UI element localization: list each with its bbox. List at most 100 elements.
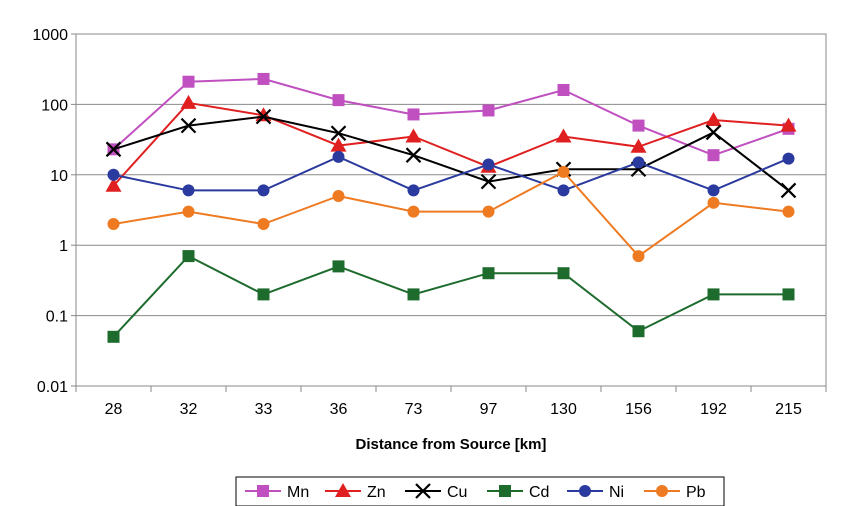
data-point-pb (107, 218, 120, 231)
x-tick-label: 130 (550, 401, 577, 418)
x-axis-labels: 28 32 33 36 73 97 130 156 192 215 (105, 401, 802, 418)
legend-label-cu: Cu (447, 484, 467, 501)
data-point-cd (407, 288, 420, 301)
legend-item-zn: Zn (325, 483, 386, 501)
data-point-ni (182, 184, 195, 197)
data-point-cu (180, 117, 197, 134)
data-point-ni (707, 184, 720, 197)
data-point-cd (782, 288, 795, 301)
x-tick-label: 32 (180, 401, 198, 418)
marker-stroke (705, 124, 722, 141)
legend-label-mn: Mn (287, 484, 309, 501)
data-point-zn (705, 112, 722, 127)
data-point-mn (632, 119, 645, 132)
data-point-mn (257, 72, 270, 85)
data-point-cd (332, 260, 345, 273)
legend-label-zn: Zn (367, 484, 386, 501)
data-point-pb (332, 189, 345, 202)
x-tick-label: 192 (700, 401, 727, 418)
data-point-cd (257, 288, 270, 301)
data-point-ni (557, 184, 570, 197)
data-point-zn (330, 137, 347, 152)
series-line-mn (112, 77, 789, 157)
legend-box (235, 476, 725, 506)
data-point-pb (707, 196, 720, 209)
data-point-zn (105, 177, 122, 192)
series-line-cu (113, 115, 790, 192)
data-point-mn (182, 75, 195, 88)
series-line-cd (112, 254, 789, 338)
marker-stroke (415, 483, 431, 499)
data-point-cd (482, 267, 495, 280)
data-point-pb (782, 205, 795, 218)
series-mn (107, 72, 795, 162)
legend-item-ni: Ni (567, 484, 624, 501)
marker-stroke (105, 141, 122, 158)
data-point-ni (257, 184, 270, 197)
data-point-zn (780, 117, 797, 132)
legend-item-cd: Cd (487, 484, 549, 501)
legend-marker-mn (257, 485, 269, 497)
x-axis-title: Distance from Source [km] (356, 436, 547, 453)
y-axis-labels: 0.01 0.1 1 10 100 1000 (32, 27, 68, 396)
data-point-cu (105, 141, 122, 158)
y-tick-label: 0.1 (46, 309, 68, 326)
data-point-pb (557, 165, 570, 178)
data-point-zn (405, 128, 422, 143)
marker-stroke (405, 147, 422, 163)
data-point-zn (180, 94, 197, 109)
data-point-cu (255, 108, 272, 125)
data-point-mn (707, 149, 720, 162)
y-tick-label: 1000 (32, 27, 68, 44)
x-tick-label: 215 (775, 401, 802, 418)
marker-stroke (180, 117, 197, 134)
data-point-cd (632, 325, 645, 338)
data-point-ni (407, 184, 420, 197)
data-point-cd (182, 250, 195, 263)
data-point-mn (557, 84, 570, 97)
marker-stroke (330, 125, 347, 141)
marker-stroke (255, 108, 272, 125)
data-point-cu (705, 124, 722, 141)
marker-stroke (480, 173, 497, 190)
marker-stroke (780, 182, 797, 199)
series-cd (107, 250, 795, 343)
legend-marker-cd (499, 485, 511, 497)
x-tick-label: 33 (255, 401, 273, 418)
data-point-pb (407, 205, 420, 218)
x-tick-label: 36 (330, 401, 348, 418)
data-point-mn (407, 108, 420, 121)
legend-item-cu: Cu (405, 483, 467, 501)
data-point-cu (480, 173, 497, 190)
data-point-pb (182, 205, 195, 218)
data-point-cu (780, 182, 797, 199)
legend-marker-pb (656, 485, 668, 497)
data-point-ni (632, 156, 645, 169)
x-tick-label: 97 (480, 401, 498, 418)
data-point-cd (107, 330, 120, 343)
x-axis-ticks (75, 386, 827, 392)
series-line-zn (112, 101, 789, 187)
data-point-mn (332, 94, 345, 107)
legend: Mn Zn Cu Cd Ni Pb (235, 476, 725, 506)
legend-item-mn: Mn (245, 484, 309, 501)
legend-label-ni: Ni (609, 484, 624, 501)
y-tick-label: 100 (41, 97, 68, 114)
data-point-zn (630, 138, 647, 153)
legend-marker-ni (579, 485, 591, 497)
y-tick-label: 1 (59, 238, 68, 255)
data-point-ni (107, 168, 120, 181)
series-ni (107, 150, 795, 197)
data-point-cd (557, 267, 570, 280)
series-pb (107, 165, 795, 263)
legend-item-pb: Pb (644, 484, 706, 501)
legend-marker-zn (335, 483, 351, 497)
data-point-pb (257, 218, 270, 231)
x-tick-label: 156 (625, 401, 652, 418)
y-tick-label: 10 (50, 168, 68, 185)
data-point-cu (405, 147, 422, 163)
legend-label-cd: Cd (529, 484, 549, 501)
data-point-pb (482, 205, 495, 218)
series-line-pb (113, 170, 789, 258)
